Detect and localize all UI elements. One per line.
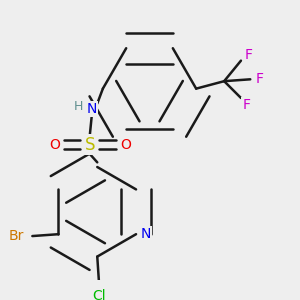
Text: O: O [120, 138, 131, 152]
Text: Br: Br [9, 229, 24, 243]
Text: O: O [49, 138, 60, 152]
Text: H: H [74, 100, 83, 113]
Text: Cl: Cl [92, 289, 106, 300]
Text: N: N [140, 227, 151, 241]
Text: F: F [242, 98, 250, 112]
Text: F: F [256, 72, 264, 86]
Text: S: S [85, 136, 95, 154]
Text: N: N [86, 102, 97, 116]
Text: F: F [244, 48, 252, 62]
